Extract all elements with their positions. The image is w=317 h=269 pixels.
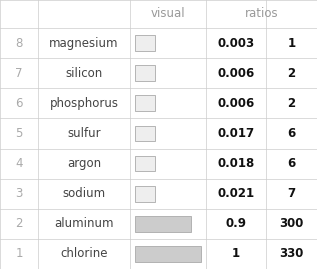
Text: 7: 7 [288, 187, 296, 200]
Text: 2: 2 [288, 67, 296, 80]
Bar [134, 126, 155, 141]
Bar [134, 216, 191, 232]
Text: 8: 8 [15, 37, 23, 49]
Text: 6: 6 [288, 127, 296, 140]
Text: 6: 6 [288, 157, 296, 170]
Text: 0.003: 0.003 [217, 37, 255, 49]
Text: 1: 1 [232, 247, 240, 260]
Bar [134, 156, 155, 171]
Text: 7: 7 [15, 67, 23, 80]
Bar [134, 95, 155, 111]
Text: 1: 1 [288, 37, 296, 49]
Text: sodium: sodium [62, 187, 106, 200]
Text: silicon: silicon [65, 67, 103, 80]
Text: 0.017: 0.017 [217, 127, 255, 140]
Text: 300: 300 [280, 217, 304, 230]
Text: 2: 2 [15, 217, 23, 230]
Text: ratios: ratios [245, 8, 278, 20]
Text: 6: 6 [15, 97, 23, 110]
Text: 0.018: 0.018 [217, 157, 255, 170]
Bar [134, 35, 155, 51]
Text: 0.021: 0.021 [217, 187, 255, 200]
Text: 2: 2 [288, 97, 296, 110]
Text: 4: 4 [15, 157, 23, 170]
Text: 5: 5 [15, 127, 23, 140]
Text: 3: 3 [15, 187, 23, 200]
Text: visual: visual [151, 8, 185, 20]
Text: 0.006: 0.006 [217, 97, 255, 110]
Bar [134, 186, 155, 201]
Bar [134, 246, 202, 262]
Text: 330: 330 [280, 247, 304, 260]
Bar [134, 65, 155, 81]
Text: 1: 1 [15, 247, 23, 260]
Text: chlorine: chlorine [60, 247, 108, 260]
Text: 0.9: 0.9 [226, 217, 247, 230]
Text: argon: argon [67, 157, 101, 170]
Text: 0.006: 0.006 [217, 67, 255, 80]
Text: phosphorus: phosphorus [49, 97, 119, 110]
Text: magnesium: magnesium [49, 37, 119, 49]
Text: aluminum: aluminum [54, 217, 114, 230]
Text: sulfur: sulfur [67, 127, 101, 140]
